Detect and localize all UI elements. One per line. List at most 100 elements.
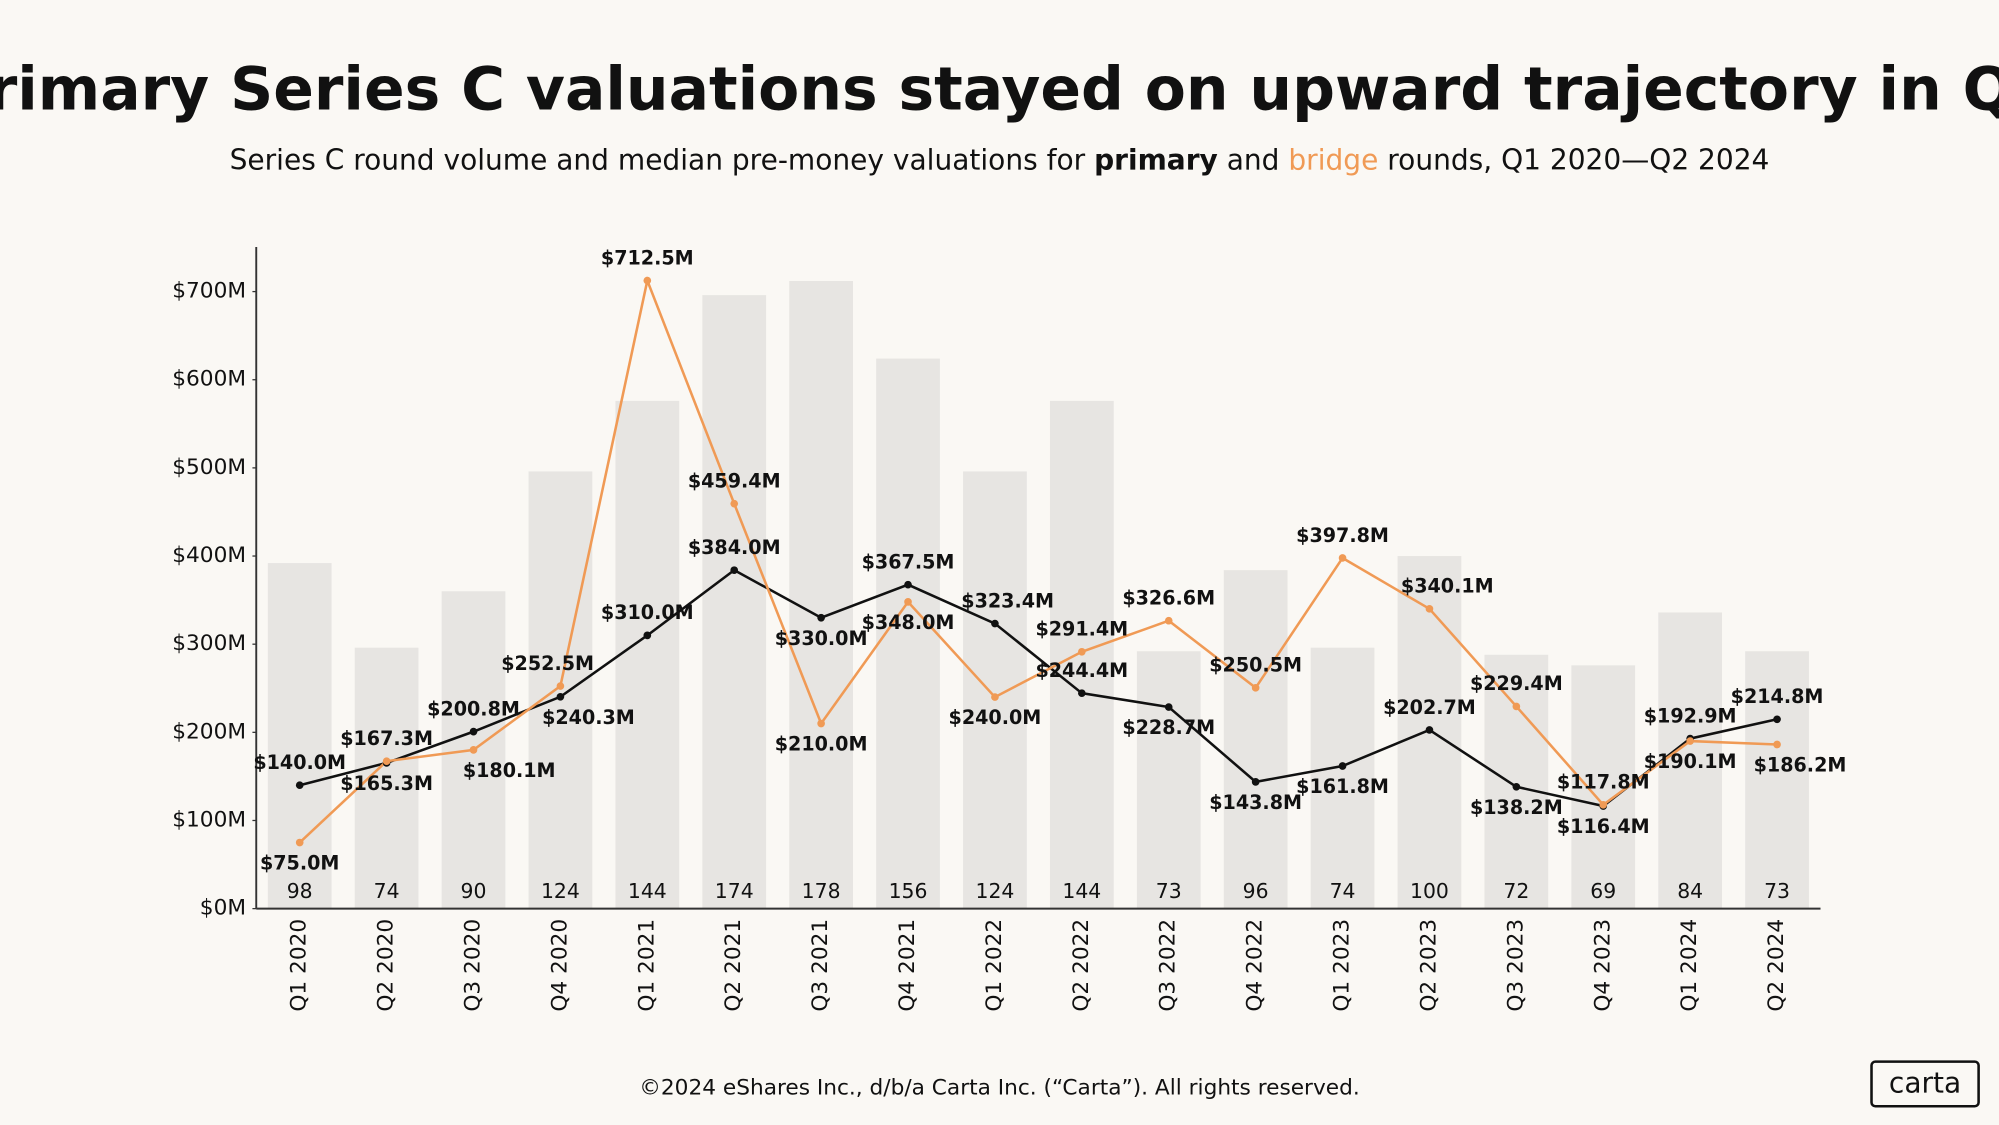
value-label: $75.0M — [260, 852, 339, 875]
volume-label: 73 — [1764, 879, 1790, 903]
x-tick-label: Q2 2024 — [1764, 919, 1789, 1012]
value-label: $384.0M — [688, 536, 781, 559]
volume-label: 124 — [975, 879, 1014, 903]
value-label: $192.9M — [1644, 704, 1737, 727]
point-primary — [469, 727, 478, 736]
line-primary — [299, 568, 1778, 808]
volume-bar — [1223, 570, 1288, 909]
volume-bar — [1136, 651, 1201, 909]
y-tick-label: $100M — [172, 807, 246, 832]
point-primary — [1425, 726, 1434, 734]
point-primary — [730, 566, 739, 574]
value-label: $202.7M — [1383, 696, 1476, 719]
volume-bar — [789, 281, 853, 909]
volume-label: 84 — [1677, 879, 1703, 903]
value-label: $367.5M — [862, 551, 955, 574]
value-label: $228.7M — [1122, 716, 1215, 739]
point-bridge — [556, 682, 565, 690]
point-primary — [1512, 782, 1521, 791]
point-bridge — [295, 838, 304, 847]
volume-bar — [528, 471, 593, 909]
volume-label: 156 — [889, 879, 928, 903]
point-primary — [295, 781, 304, 790]
volume-bar — [1571, 665, 1636, 909]
x-tick-label: Q3 2021 — [808, 919, 833, 1012]
value-label: $161.8M — [1296, 775, 1389, 798]
volume-bar — [1658, 612, 1723, 909]
value-label: $240.3M — [542, 706, 635, 729]
logo-box — [1870, 1060, 1980, 1108]
value-label: $200.8M — [427, 697, 520, 720]
subtitle-bridge: bridge — [1288, 144, 1378, 177]
value-label: $310.0M — [601, 601, 694, 624]
x-tick-label: Q2 2023 — [1416, 919, 1441, 1012]
point-bridge — [643, 276, 652, 285]
value-label: $459.4M — [688, 470, 781, 493]
volume-label: 74 — [1330, 879, 1356, 903]
value-label: $348.0M — [862, 611, 955, 634]
value-label: $340.1M — [1401, 575, 1494, 598]
x-tick-label: Q3 2023 — [1503, 919, 1528, 1012]
value-label: $252.5M — [501, 652, 594, 675]
x-tick-label: Q2 2022 — [1069, 919, 1094, 1012]
subtitle-part: rounds, Q1 2020—Q2 2024 — [1387, 144, 1769, 177]
value-label: $190.1M — [1644, 750, 1737, 773]
line-bridge — [298, 276, 1778, 844]
x-tick-label: Q3 2022 — [1156, 919, 1181, 1012]
volume-label: 178 — [802, 879, 841, 903]
value-label: $291.4M — [1035, 618, 1128, 641]
volume-label: 124 — [541, 879, 580, 903]
value-label: $326.6M — [1122, 587, 1215, 610]
point-bridge — [991, 693, 999, 701]
value-label: $167.3M — [340, 727, 433, 750]
x-tick-label: Q3 2020 — [461, 919, 486, 1012]
value-label: $117.8M — [1557, 771, 1650, 794]
point-primary — [1251, 778, 1260, 786]
volume-bar — [963, 471, 1027, 909]
y-tick-label: $0M — [200, 896, 246, 921]
value-label: $140.0M — [253, 751, 346, 774]
x-tick-label: Q1 2021 — [634, 919, 659, 1012]
subtitle-primary: primary — [1094, 144, 1218, 177]
x-tick-label: Q2 2020 — [374, 919, 399, 1012]
volume-label: 144 — [1062, 879, 1101, 903]
value-label: $323.4M — [961, 589, 1054, 612]
footer: ©2024 eShares Inc., d/b/a Carta Inc. (“C… — [639, 1075, 1359, 1100]
volume-label: 144 — [628, 879, 667, 903]
point-bridge — [904, 598, 912, 606]
volume-bar — [1484, 654, 1549, 909]
point-bridge — [730, 499, 739, 508]
value-label: $250.5M — [1209, 654, 1302, 677]
logo: carta — [1889, 1067, 1961, 1100]
point-bridge — [469, 746, 478, 754]
y-tick-label: $500M — [172, 455, 246, 480]
volume-label: 174 — [715, 879, 754, 903]
y-tick-label: $300M — [172, 631, 246, 656]
volume-label: 98 — [287, 879, 313, 903]
value-label: $229.4M — [1470, 672, 1563, 695]
point-bridge — [1078, 647, 1086, 656]
point-bridge — [1773, 740, 1781, 749]
x-tick-label: Q1 2020 — [287, 919, 312, 1012]
point-primary — [556, 692, 565, 701]
point-bridge — [1164, 616, 1173, 625]
chart-subtitle: Series C round volume and median pre-mon… — [230, 144, 1770, 177]
volume-bar — [1310, 647, 1375, 909]
value-label: $330.0M — [775, 627, 868, 650]
volume-bar — [615, 400, 680, 909]
x-tick-label: Q4 2022 — [1243, 919, 1268, 1012]
point-bridge — [382, 757, 391, 765]
value-label: $165.3M — [340, 772, 433, 795]
volume-bar — [1745, 651, 1809, 909]
subtitle-part: and — [1227, 144, 1280, 177]
point-bridge — [1251, 683, 1260, 692]
value-label: $397.8M — [1296, 524, 1389, 547]
y-tick-label: $200M — [172, 719, 246, 744]
point-primary — [1164, 703, 1173, 711]
value-label: $214.8M — [1731, 685, 1824, 708]
value-label: $116.4M — [1557, 815, 1650, 838]
chart-title: Primary Series C valuations stayed on up… — [0, 54, 1999, 124]
point-bridge — [1512, 702, 1521, 711]
